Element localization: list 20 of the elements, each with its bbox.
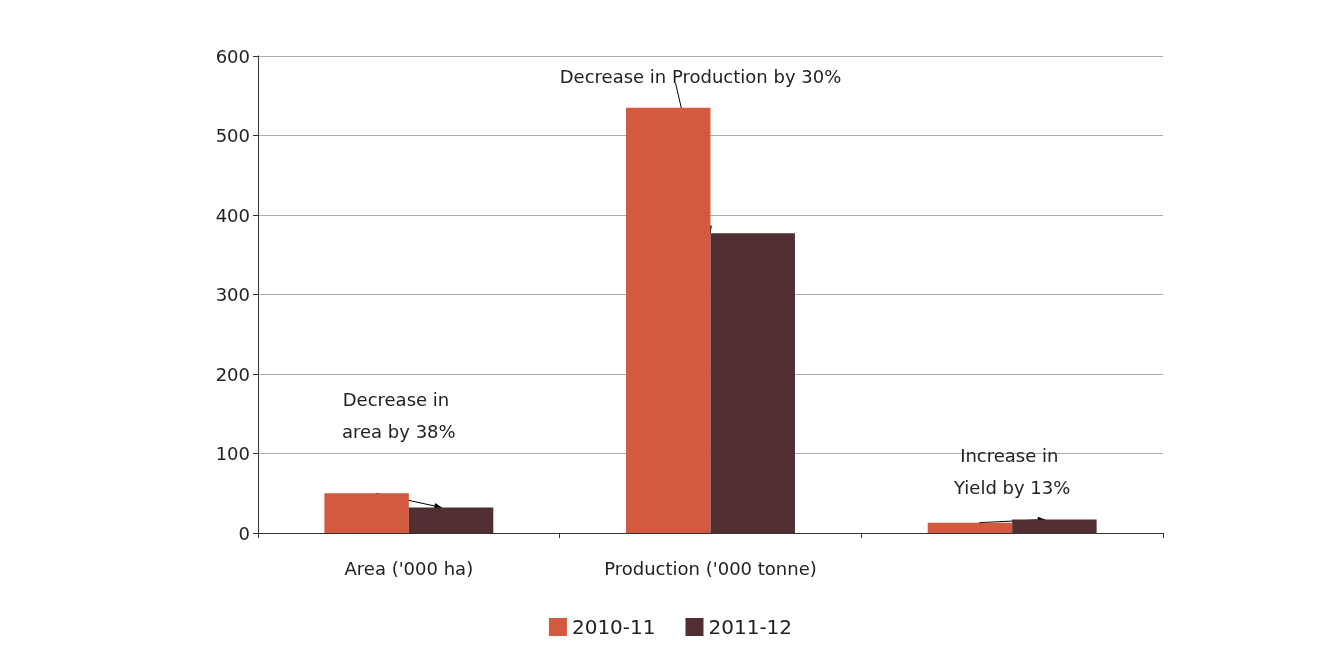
annotation: Increase in Yield by 13% xyxy=(952,444,1071,498)
annotation: Decrease in Production by 30% xyxy=(559,65,842,87)
y-tick-label: 500 xyxy=(215,125,250,146)
y-tick-label: 200 xyxy=(215,363,250,385)
bar xyxy=(710,233,795,533)
bar xyxy=(1012,519,1097,533)
x-tick-label: Area ('000 ha) xyxy=(344,557,474,579)
y-tick-label: 600 xyxy=(215,45,250,67)
y-tick-label: 400 xyxy=(215,204,250,226)
legend-label: 2010-11 xyxy=(571,615,656,639)
bar xyxy=(626,107,711,533)
y-tick-label: 300 xyxy=(215,284,250,305)
y-tick-label: 0 xyxy=(238,522,250,544)
bar xyxy=(927,522,1013,533)
x-tick-label: Production ('000 tonne) xyxy=(604,557,817,579)
y-tick-label: 100 xyxy=(215,443,250,464)
bar xyxy=(324,493,409,533)
legend-label: 2011-12 xyxy=(708,615,793,639)
bar xyxy=(408,507,494,533)
annotation: Decrease in area by 38% xyxy=(342,388,456,442)
